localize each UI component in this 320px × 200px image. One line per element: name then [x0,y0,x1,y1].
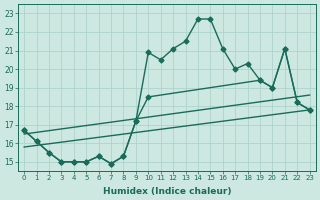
X-axis label: Humidex (Indice chaleur): Humidex (Indice chaleur) [103,187,231,196]
